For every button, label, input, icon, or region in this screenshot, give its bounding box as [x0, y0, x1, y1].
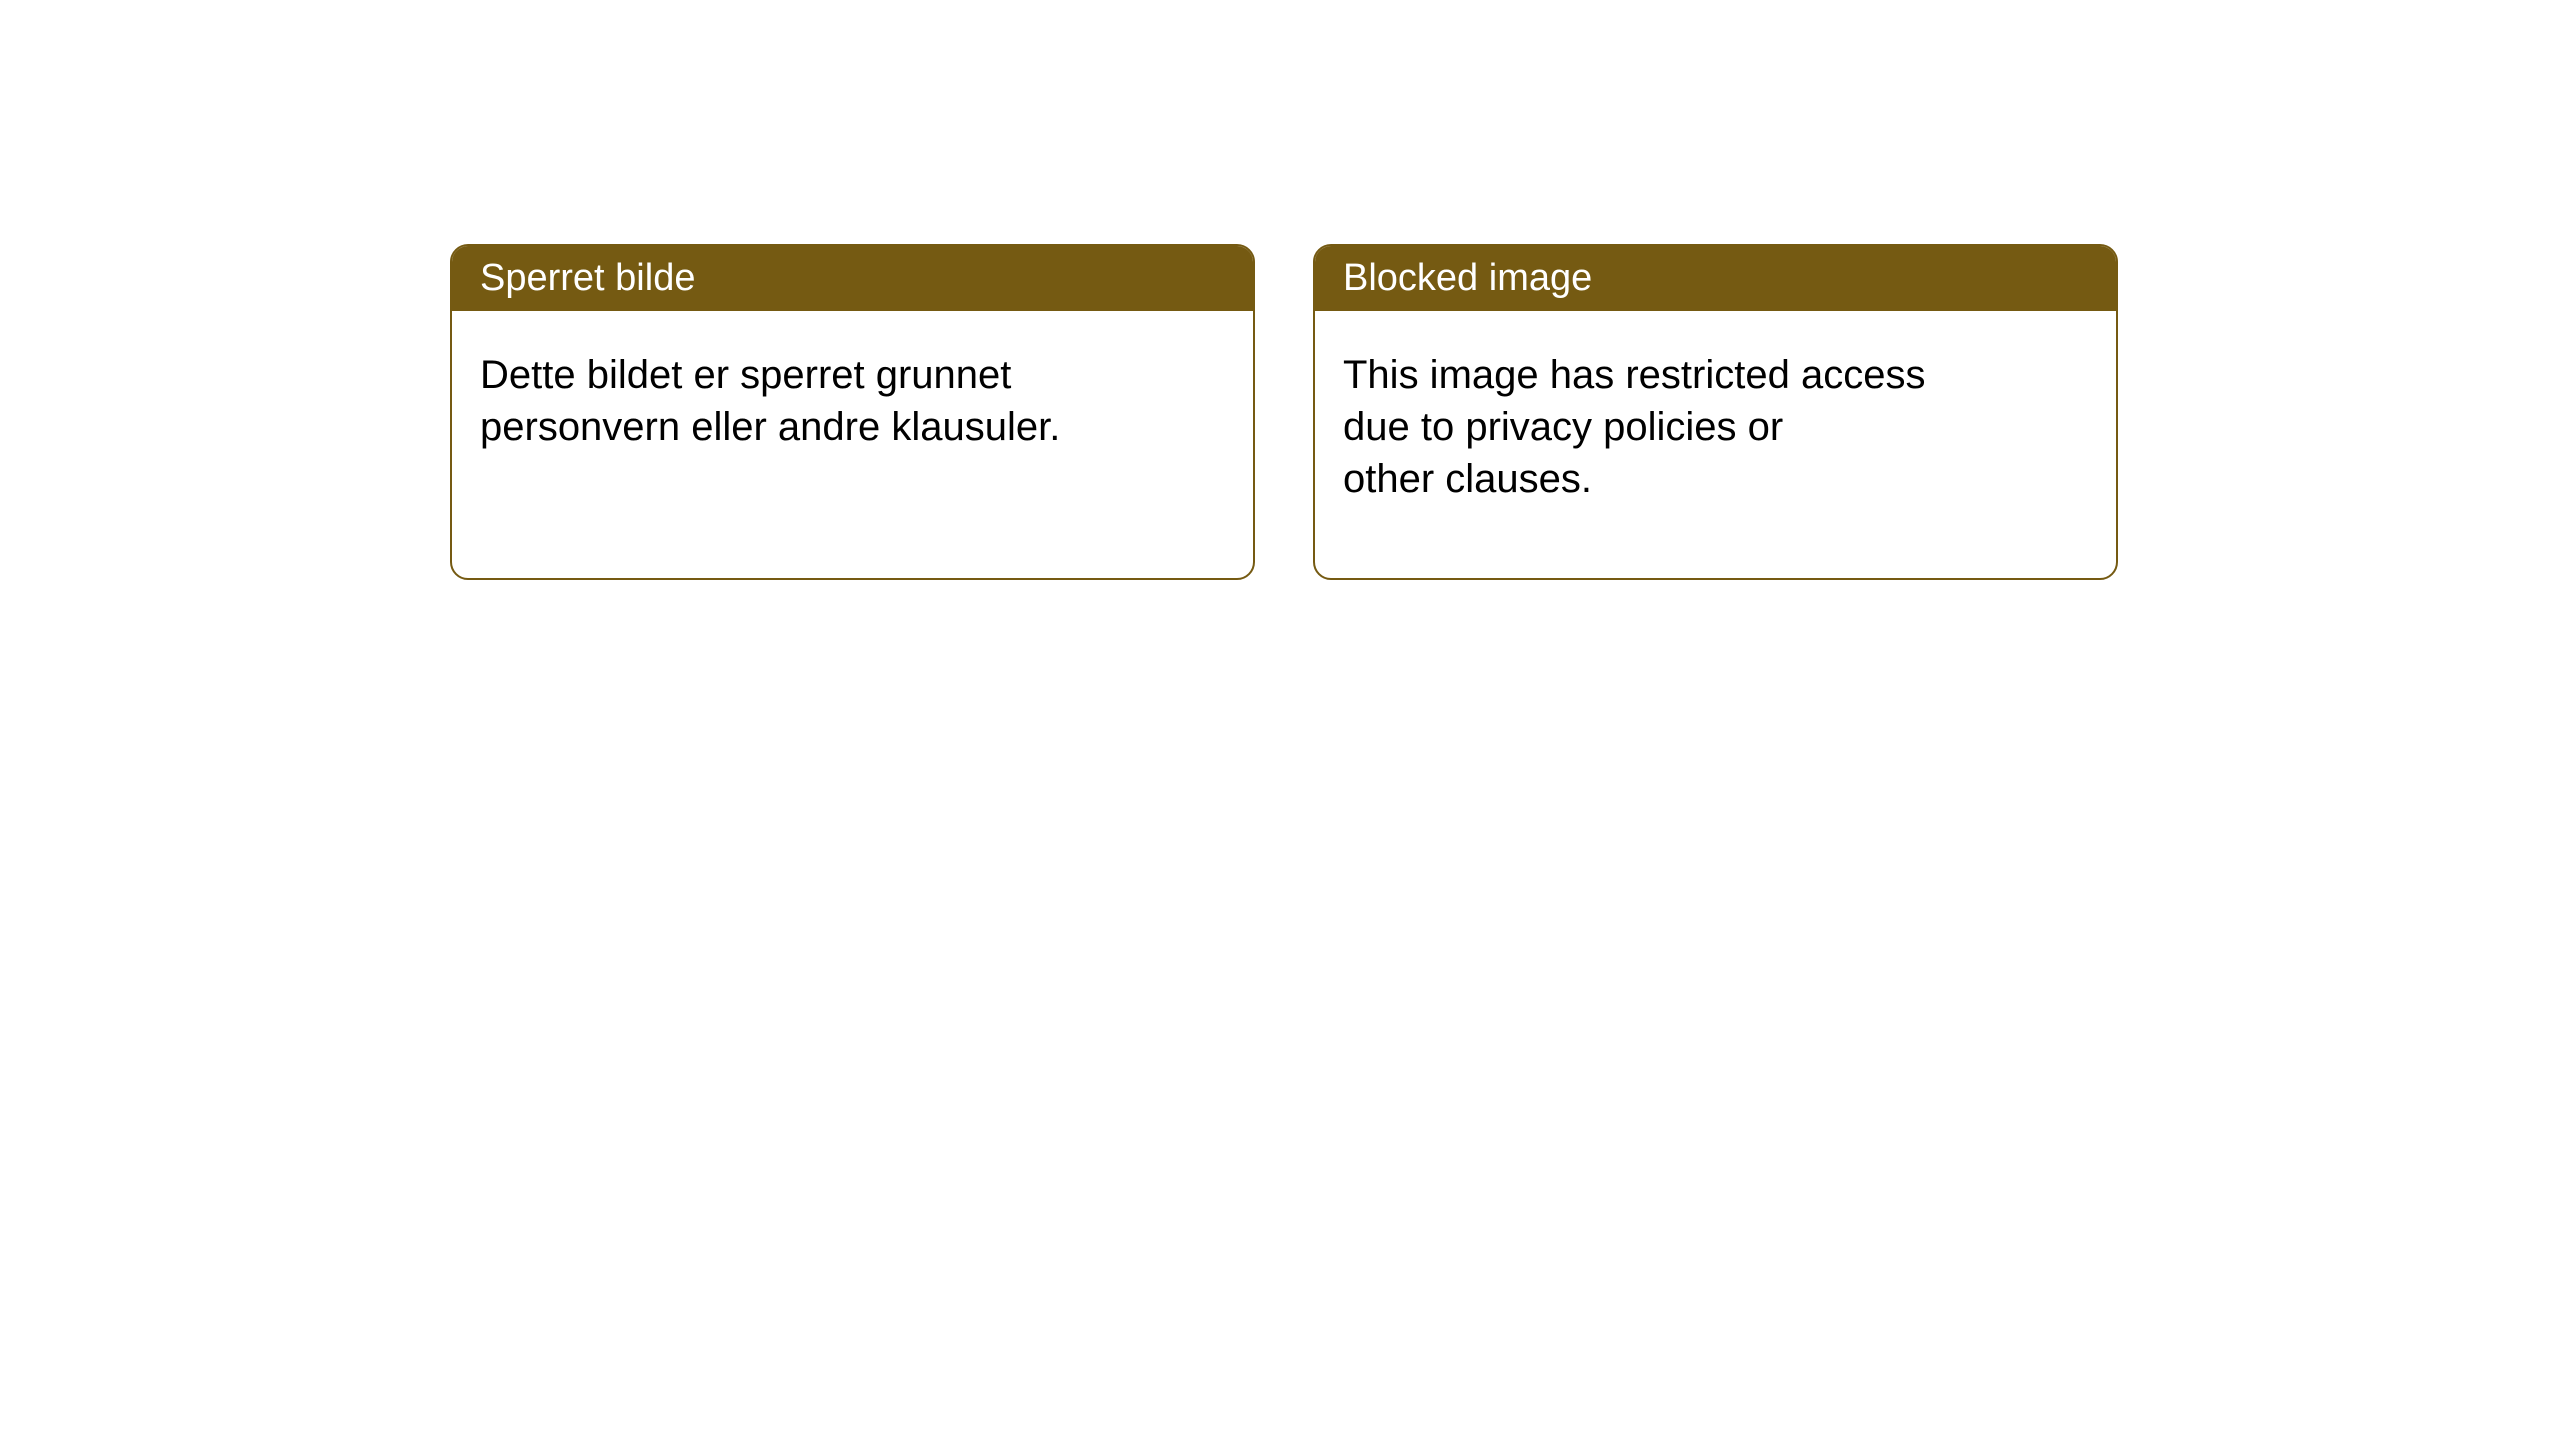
notice-body: Dette bildet er sperret grunnet personve…	[452, 311, 1253, 491]
notice-cards-container: Sperret bilde Dette bildet er sperret gr…	[0, 0, 2560, 580]
notice-header: Blocked image	[1315, 246, 2116, 311]
notice-card-norwegian: Sperret bilde Dette bildet er sperret gr…	[450, 244, 1255, 580]
notice-card-english: Blocked image This image has restricted …	[1313, 244, 2118, 580]
notice-body: This image has restricted access due to …	[1315, 311, 2116, 543]
notice-header: Sperret bilde	[452, 246, 1253, 311]
